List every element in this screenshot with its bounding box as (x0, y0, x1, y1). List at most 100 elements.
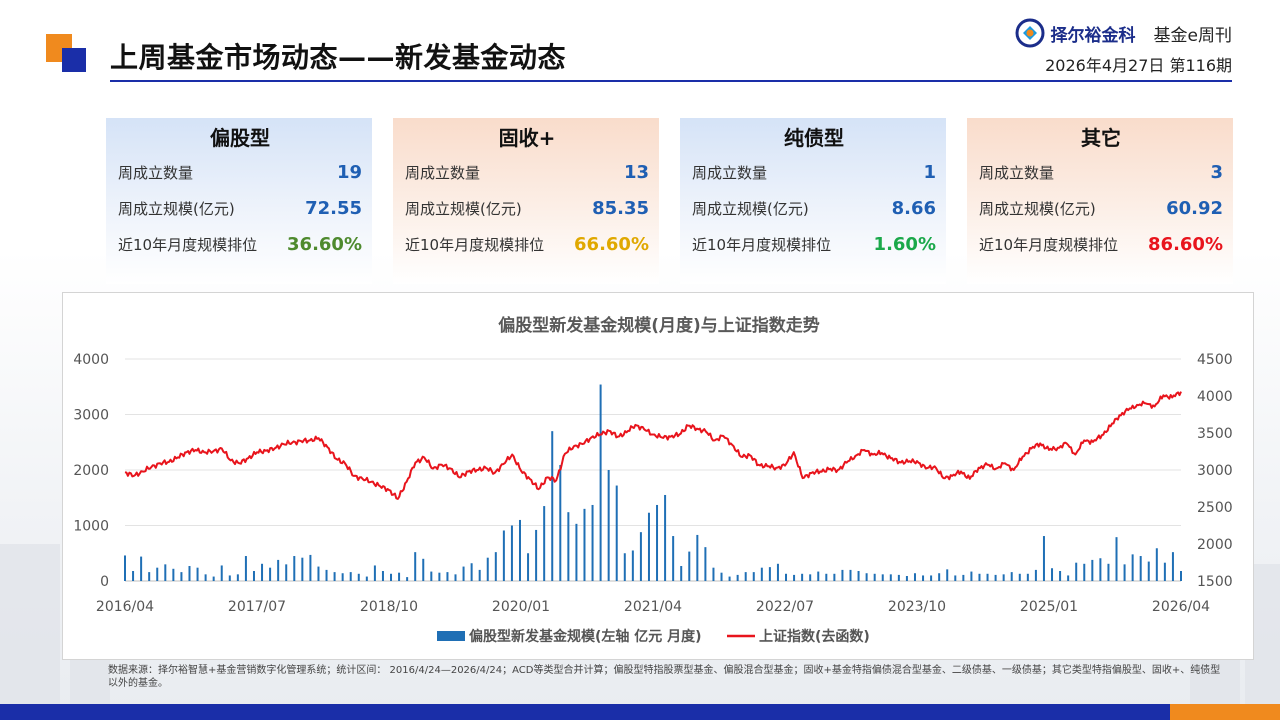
bar (922, 575, 925, 581)
bar (333, 572, 336, 581)
stat-card: 偏股型 周成立数量 19 周成立规模(亿元) 72.55 近10年月度规模排位 36.60% (106, 118, 372, 284)
chart-title: 偏股型新发基金规模(月度)与上证指数走势 (498, 315, 820, 336)
bar (293, 556, 296, 581)
bar (680, 566, 683, 581)
bar (551, 431, 554, 581)
bar (785, 573, 788, 581)
bar (172, 568, 175, 581)
x-axis-tick-label: 2021/04 (624, 599, 682, 615)
bar (430, 571, 433, 581)
stat-value: 19 (336, 161, 362, 183)
bar (317, 566, 320, 581)
bar (736, 574, 739, 581)
stat-label: 周成立规模(亿元) (118, 199, 235, 218)
legend-bar-swatch (437, 631, 465, 641)
bar (422, 558, 425, 581)
bar (672, 536, 675, 581)
bar (559, 465, 562, 581)
bar (341, 573, 344, 581)
bar (140, 556, 143, 581)
bar (1107, 563, 1110, 581)
bar (285, 564, 288, 581)
bar (905, 576, 908, 581)
bar (1059, 571, 1062, 581)
bar (381, 571, 384, 581)
bar (510, 525, 513, 581)
stat-value: 36.60% (287, 233, 362, 255)
stat-value: 1 (923, 161, 936, 183)
bar (656, 504, 659, 581)
stat-label: 周成立数量 (118, 163, 194, 182)
stat-row: 近10年月度规模排位 36.60% (118, 226, 362, 262)
bar (543, 506, 546, 581)
stat-row: 周成立数量 19 (118, 154, 362, 190)
stat-label: 近10年月度规模排位 (405, 235, 545, 254)
corner-logo-mark (46, 34, 88, 74)
bar (1051, 568, 1054, 581)
bar (833, 573, 836, 581)
bar (446, 572, 449, 581)
issue-date: 2026年4月27日 第116期 (1045, 56, 1232, 75)
stat-card: 其它 周成立数量 3 周成立规模(亿元) 60.92 近10年月度规模排位 86.60% (967, 118, 1233, 284)
stat-card: 纯债型 周成立数量 1 周成立规模(亿元) 8.66 近10年月度规模排位 1.60% (680, 118, 946, 284)
brand-name: 择尔裕金科 (1050, 25, 1136, 46)
bar (301, 557, 304, 581)
bar (801, 573, 804, 581)
stat-label: 近10年月度规模排位 (118, 235, 258, 254)
title-divider (110, 80, 1232, 82)
bar (277, 559, 280, 581)
stat-label: 周成立规模(亿元) (979, 199, 1096, 218)
bar (414, 552, 417, 581)
bar (1010, 572, 1013, 581)
stat-card-title: 纯债型 (784, 126, 844, 150)
bar (357, 573, 360, 581)
bar (930, 575, 933, 581)
brand-block: 择尔裕金科 基金e周刊 (1015, 18, 1232, 48)
bar (623, 553, 626, 581)
stat-row: 周成立数量 1 (692, 154, 936, 190)
bar (647, 512, 650, 581)
bar (825, 573, 828, 581)
right-axis-tick-label: 4000 (1197, 389, 1233, 405)
bar (591, 504, 594, 581)
stat-value: 3 (1210, 161, 1223, 183)
stat-label: 周成立规模(亿元) (405, 199, 522, 218)
bar (309, 554, 312, 581)
bar (252, 571, 255, 581)
bar (228, 575, 231, 581)
bar (1018, 573, 1021, 581)
x-axis-tick-label: 2018/10 (360, 599, 418, 615)
bar (841, 569, 844, 581)
stat-label: 近10年月度规模排位 (979, 235, 1119, 254)
stat-value: 66.60% (574, 233, 649, 255)
bar (269, 567, 272, 581)
bar (849, 569, 852, 581)
bar (583, 508, 586, 581)
bar (752, 572, 755, 581)
bar (1147, 561, 1150, 581)
bar (196, 567, 199, 581)
bar (1163, 562, 1166, 581)
x-axis-tick-label: 2026/04 (1152, 599, 1210, 615)
right-axis-tick-label: 1500 (1197, 574, 1233, 590)
bar (502, 530, 505, 581)
bar (1155, 548, 1158, 581)
bar (148, 572, 151, 581)
bar (1067, 575, 1070, 581)
bar (744, 572, 747, 581)
stat-row: 周成立规模(亿元) 85.35 (405, 190, 649, 226)
stat-value: 13 (623, 161, 649, 183)
bar (728, 576, 731, 581)
stat-card: 固收+ 周成立数量 13 周成立规模(亿元) 85.35 近10年月度规模排位 66.60% (393, 118, 659, 284)
bar (873, 573, 876, 581)
bar (793, 574, 796, 581)
bar (164, 564, 167, 581)
x-axis-tick-label: 2017/07 (228, 599, 286, 615)
bar (760, 567, 763, 581)
bar (897, 574, 900, 581)
stat-row: 周成立规模(亿元) 60.92 (979, 190, 1223, 226)
bar (631, 550, 634, 581)
bar (881, 574, 884, 581)
bar (954, 575, 957, 581)
right-axis-tick-label: 2000 (1197, 537, 1233, 553)
